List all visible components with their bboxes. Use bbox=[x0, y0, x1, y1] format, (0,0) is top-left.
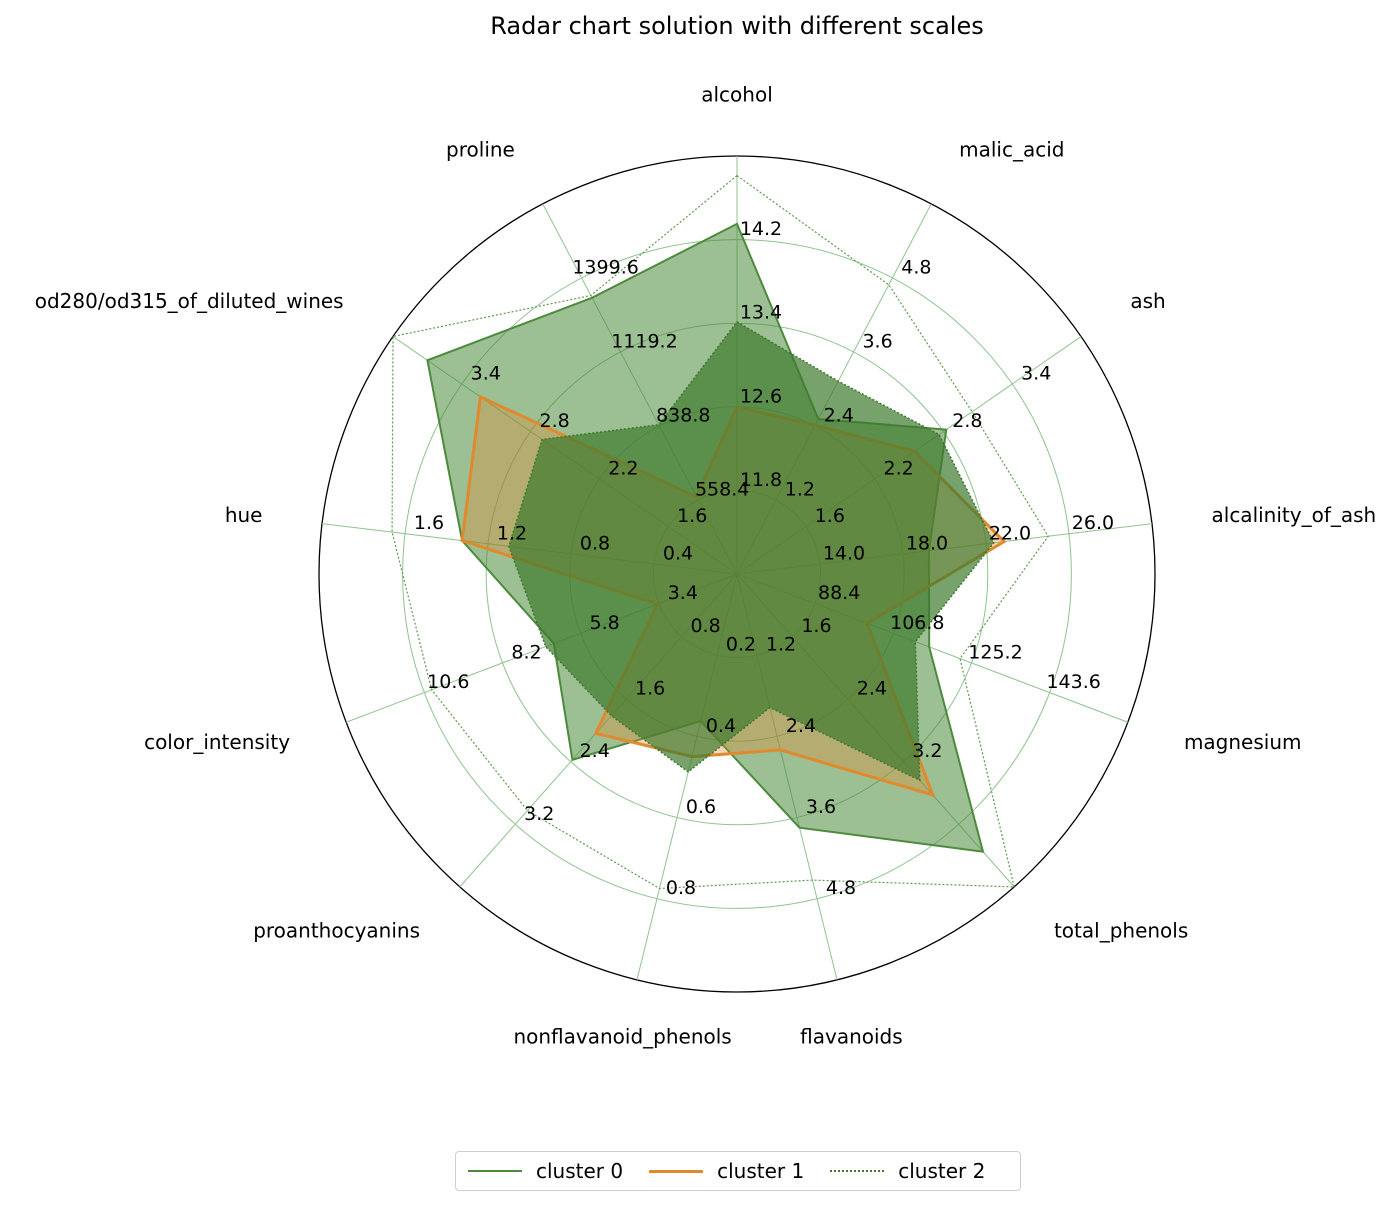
tick-label-total-phenols-1: 1.6 bbox=[801, 615, 831, 637]
tick-label-proanthocyanins-3: 2.4 bbox=[580, 740, 610, 762]
tick-label-od280-od315-of-diluted-wines-3: 2.8 bbox=[539, 410, 569, 432]
tick-label-ash-4: 3.4 bbox=[1021, 363, 1051, 385]
tick-label-od280-od315-of-diluted-wines-4: 3.4 bbox=[471, 363, 501, 385]
tick-label-proline-4: 1399.6 bbox=[572, 256, 638, 278]
tick-label-alcalinity-of-ash-4: 26.0 bbox=[1072, 512, 1114, 534]
tick-label-ash-3: 2.8 bbox=[952, 410, 982, 432]
tick-label-hue-2: 0.8 bbox=[580, 532, 610, 554]
axis-label-alcalinity-of-ash: alcalinity_of_ash bbox=[1212, 503, 1377, 527]
legend-item-cluster-1: cluster 1 bbox=[649, 1159, 804, 1183]
tick-label-magnesium-3: 125.2 bbox=[968, 641, 1022, 663]
axis-label-od280-od315-of-diluted-wines: od280/od315_of_diluted_wines bbox=[35, 289, 344, 313]
legend-label-cluster-2: cluster 2 bbox=[898, 1159, 986, 1183]
axis-label-alcohol: alcohol bbox=[701, 83, 773, 107]
axis-label-proanthocyanins: proanthocyanins bbox=[253, 918, 420, 942]
legend-swatch-cluster-1 bbox=[649, 1169, 704, 1173]
tick-label-malic-acid-2: 2.4 bbox=[824, 404, 854, 426]
tick-label-flavanoids-2: 2.4 bbox=[786, 715, 816, 737]
axis-label-nonflavanoid-phenols: nonflavanoid_phenols bbox=[513, 1025, 731, 1049]
legend: cluster 0 cluster 1 cluster 2 bbox=[455, 1151, 1021, 1191]
tick-label-hue-4: 1.6 bbox=[414, 512, 444, 534]
tick-label-od280-od315-of-diluted-wines-2: 2.2 bbox=[608, 458, 638, 480]
chart-title: Radar chart solution with different scal… bbox=[490, 12, 983, 40]
tick-label-alcohol-4: 14.2 bbox=[740, 218, 782, 240]
tick-label-hue-1: 0.4 bbox=[663, 542, 693, 564]
tick-label-flavanoids-4: 4.8 bbox=[826, 877, 856, 899]
tick-label-proanthocyanins-2: 1.6 bbox=[635, 678, 665, 700]
tick-label-alcohol-3: 13.4 bbox=[740, 302, 782, 324]
tick-label-nonflavanoid-phenols-1: 0.2 bbox=[726, 634, 756, 656]
tick-label-proanthocyanins-4: 3.2 bbox=[524, 803, 554, 825]
axis-label-malic-acid: malic_acid bbox=[959, 137, 1064, 161]
axis-label-flavanoids: flavanoids bbox=[800, 1025, 903, 1049]
tick-label-total-phenols-3: 3.2 bbox=[912, 740, 942, 762]
axis-label-color-intensity: color_intensity bbox=[144, 730, 290, 754]
tick-label-alcohol-1: 11.8 bbox=[740, 469, 782, 491]
legend-item-cluster-0: cluster 0 bbox=[468, 1159, 623, 1183]
axis-label-proline: proline bbox=[446, 137, 515, 161]
max-outline bbox=[391, 174, 1049, 890]
axis-label-hue: hue bbox=[225, 503, 263, 527]
tick-labels: 11.8 12.6 13.4 14.2 1.2 2.4 3.6 4.8 1.6 2.2 2.8 3.4… bbox=[414, 218, 1114, 899]
series-cluster-2 bbox=[508, 320, 995, 782]
tick-label-malic-acid-4: 4.8 bbox=[901, 256, 931, 278]
series-layer bbox=[391, 174, 1049, 890]
legend-label-cluster-0: cluster 0 bbox=[536, 1159, 624, 1183]
tick-label-proline-1: 558.4 bbox=[695, 478, 749, 500]
tick-label-magnesium-2: 106.8 bbox=[890, 612, 944, 634]
tick-label-alcohol-2: 12.6 bbox=[740, 385, 782, 407]
tick-label-od280-od315-of-diluted-wines-1: 1.6 bbox=[677, 505, 707, 527]
tick-label-nonflavanoid-phenols-3: 0.6 bbox=[686, 796, 716, 818]
tick-label-nonflavanoid-phenols-2: 0.4 bbox=[706, 715, 736, 737]
tick-label-magnesium-1: 88.4 bbox=[818, 582, 860, 604]
tick-label-magnesium-4: 143.6 bbox=[1046, 671, 1100, 693]
axis-label-total-phenols: total_phenols bbox=[1054, 918, 1188, 942]
axis-label-ash: ash bbox=[1130, 289, 1165, 313]
tick-label-total-phenols-2: 2.4 bbox=[857, 678, 887, 700]
tick-label-color-intensity-2: 5.8 bbox=[590, 612, 620, 634]
tick-label-malic-acid-3: 3.6 bbox=[862, 330, 892, 352]
legend-label-cluster-1: cluster 1 bbox=[717, 1159, 805, 1183]
tick-label-proline-3: 1119.2 bbox=[611, 330, 677, 352]
tick-label-alcalinity-of-ash-1: 14.0 bbox=[823, 542, 865, 564]
legend-swatch-cluster-0 bbox=[468, 1170, 522, 1172]
legend-item-cluster-2: cluster 2 bbox=[830, 1159, 985, 1183]
tick-label-proline-2: 838.8 bbox=[656, 404, 710, 426]
tick-label-alcalinity-of-ash-2: 18.0 bbox=[906, 532, 948, 554]
tick-label-proanthocyanins-1: 0.8 bbox=[690, 615, 720, 637]
tick-label-ash-1: 1.6 bbox=[815, 505, 845, 527]
tick-label-ash-2: 2.2 bbox=[883, 458, 913, 480]
tick-label-nonflavanoid-phenols-4: 0.8 bbox=[666, 877, 696, 899]
tick-label-malic-acid-1: 1.2 bbox=[785, 478, 815, 500]
axis-label-magnesium: magnesium bbox=[1184, 730, 1302, 754]
tick-label-flavanoids-3: 3.6 bbox=[806, 796, 836, 818]
tick-label-color-intensity-3: 8.2 bbox=[511, 641, 541, 663]
tick-label-color-intensity-4: 10.6 bbox=[427, 671, 469, 693]
tick-label-flavanoids-1: 1.2 bbox=[766, 634, 796, 656]
tick-label-hue-3: 1.2 bbox=[497, 522, 527, 544]
tick-label-alcalinity-of-ash-3: 22.0 bbox=[989, 522, 1031, 544]
tick-label-color-intensity-1: 3.4 bbox=[668, 582, 698, 604]
legend-swatch-cluster-2 bbox=[830, 1170, 885, 1172]
